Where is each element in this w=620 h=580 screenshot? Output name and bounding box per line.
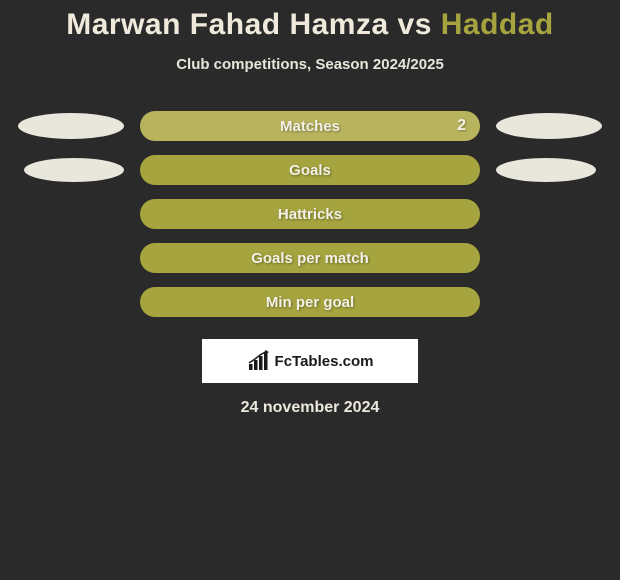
- subtitle: Club competitions, Season 2024/2025: [176, 56, 444, 73]
- right-ellipse-placeholder: [496, 289, 602, 315]
- right-ellipse-placeholder: [496, 245, 602, 271]
- stat-bar: Goals per match: [140, 243, 480, 273]
- comparison-title: Marwan Fahad Hamza vs Haddad: [66, 8, 554, 42]
- stat-row: Goals per match: [18, 243, 602, 273]
- stat-bar: Goals: [140, 155, 480, 185]
- left-ellipse: [18, 113, 124, 139]
- stat-row: Min per goal: [18, 287, 602, 317]
- left-ellipse: [24, 158, 124, 182]
- stat-label: Hattricks: [278, 206, 342, 223]
- date-text: 24 november 2024: [241, 399, 380, 417]
- left-ellipse-placeholder: [18, 289, 124, 315]
- vs-separator: vs: [398, 8, 432, 41]
- right-ellipse-placeholder: [496, 201, 602, 227]
- stat-row: Matches 2: [18, 111, 602, 141]
- stat-bar: Hattricks: [140, 199, 480, 229]
- stat-label: Goals: [289, 162, 331, 179]
- right-ellipse: [496, 158, 596, 182]
- left-ellipse-placeholder: [18, 201, 124, 227]
- stat-value-right: 2: [457, 117, 466, 135]
- stat-bar: Matches 2: [140, 111, 480, 141]
- player-right-name: Haddad: [441, 8, 554, 41]
- badge-text: FcTables.com: [275, 353, 374, 370]
- stat-row: Hattricks: [18, 199, 602, 229]
- stat-label: Matches: [280, 118, 340, 135]
- right-ellipse: [496, 113, 602, 139]
- stat-label: Min per goal: [266, 294, 354, 311]
- stat-row: Goals: [18, 155, 602, 185]
- source-badge[interactable]: FcTables.com: [202, 339, 418, 383]
- stat-bar: Min per goal: [140, 287, 480, 317]
- stat-label: Goals per match: [251, 250, 369, 267]
- stats-container: Matches 2 Goals Hattricks Goals per match Min…: [18, 111, 602, 331]
- left-ellipse-placeholder: [18, 245, 124, 271]
- chart-icon: [247, 350, 271, 372]
- player-left-name: Marwan Fahad Hamza: [66, 8, 388, 41]
